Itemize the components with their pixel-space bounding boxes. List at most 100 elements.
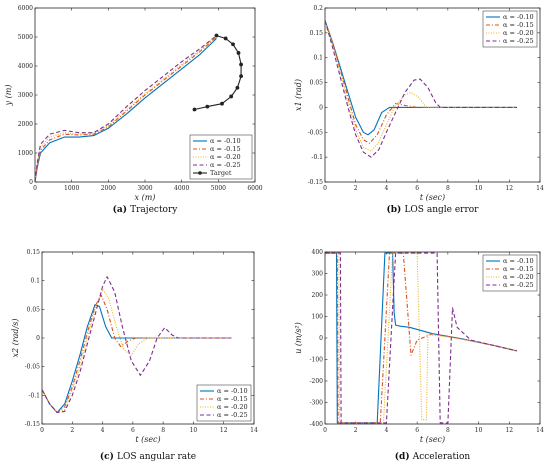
y-tick-label-a: 4000 bbox=[18, 63, 33, 70]
target-marker-a bbox=[223, 36, 228, 41]
legend-label-a-4: Target bbox=[210, 169, 232, 177]
legend-c: α = -0.10α = -0.15α = -0.20α = -0.25 bbox=[196, 384, 252, 422]
x-tick-label-a: 1000 bbox=[64, 185, 79, 192]
plot-area-b bbox=[324, 7, 541, 183]
y-tick-label-b: 0.1 bbox=[313, 55, 323, 62]
y-tick-label-d: -200 bbox=[310, 378, 324, 385]
y-tick-label-a: 1000 bbox=[18, 150, 33, 157]
x-axis-label-c: t (sec) bbox=[135, 435, 160, 444]
caption-tag-a: (a) bbox=[113, 204, 130, 215]
series-line-c-1 bbox=[42, 294, 232, 414]
x-tick-label-b: 6 bbox=[415, 185, 419, 192]
x-tick-label-c: 2 bbox=[70, 427, 74, 434]
caption-text-d: Acceleration bbox=[412, 452, 471, 462]
y-tick-label-d: -400 bbox=[310, 421, 324, 428]
series-group-c bbox=[42, 276, 232, 414]
legend-label-a-2: α = -0.20 bbox=[210, 153, 241, 161]
y-tick-label-b: 0.2 bbox=[313, 5, 323, 12]
y-tick-label-c: 0.1 bbox=[30, 278, 40, 285]
series-line-a-3 bbox=[35, 35, 217, 182]
x-tick-label-b: 0 bbox=[323, 185, 327, 192]
x-tick-label-d: 14 bbox=[536, 427, 544, 434]
y-tick-label-d: 200 bbox=[312, 292, 324, 299]
y-tick-label-b: 0 bbox=[319, 104, 323, 111]
y-tick-label-d: -100 bbox=[310, 357, 324, 364]
y-tick-label-a: 3000 bbox=[18, 92, 33, 99]
target-marker-a bbox=[229, 94, 234, 99]
x-tick-label-b: 14 bbox=[536, 185, 544, 192]
y-tick-label-c: 0.05 bbox=[27, 306, 41, 313]
x-tick-label-b: 4 bbox=[385, 185, 389, 192]
x-tick-label-a: 3000 bbox=[137, 185, 152, 192]
series-line-b-3 bbox=[325, 20, 517, 158]
y-tick-label-c: -0.15 bbox=[25, 421, 41, 428]
panel-b: 0 2 4 6 8 10 12 14 -0.15 -0.1 -0.05 0 0.05 0.1 0.15 0.2… bbox=[294, 5, 544, 215]
series-group-d bbox=[325, 252, 518, 424]
legend-label-a-3: α = -0.25 bbox=[210, 161, 241, 169]
y-tick-label-d: -300 bbox=[310, 400, 324, 407]
series-line-c-3 bbox=[42, 276, 232, 414]
target-marker-a bbox=[214, 33, 219, 38]
legend-label-b-2: α = -0.20 bbox=[503, 29, 534, 37]
series-group-a bbox=[35, 33, 243, 182]
legend-d: α = -0.10α = -0.15α = -0.20α = -0.25 bbox=[482, 254, 538, 292]
panel-a: 0 1000 2000 3000 4000 5000 6000 0 1000 2000 3000 40… bbox=[4, 5, 263, 215]
caption-tag-d: (d) bbox=[395, 451, 413, 462]
caption-text-a: Trajectory bbox=[130, 205, 178, 215]
x-tick-label-d: 6 bbox=[415, 427, 419, 434]
y-tick-label-d: 100 bbox=[312, 314, 324, 321]
x-tick-label-c: 10 bbox=[190, 427, 198, 434]
legend-label-d-1: α = -0.15 bbox=[503, 265, 534, 273]
target-marker-a bbox=[239, 74, 243, 79]
y-tick-label-b: -0.05 bbox=[308, 129, 324, 136]
target-marker-a bbox=[205, 104, 210, 109]
legend-label-a-0: α = -0.10 bbox=[210, 137, 241, 145]
x-tick-label-d: 0 bbox=[323, 427, 327, 434]
x-tick-label-d: 8 bbox=[446, 427, 450, 434]
legend-marker-a bbox=[198, 171, 202, 175]
y-tick-label-b: 0.05 bbox=[310, 80, 324, 87]
y-tick-label-b: -0.15 bbox=[308, 179, 324, 186]
target-marker-a bbox=[239, 62, 243, 67]
series-line-b-1 bbox=[325, 20, 517, 144]
y-tick-label-c: -0.1 bbox=[28, 392, 40, 399]
caption-text-c: LOS angular rate bbox=[117, 452, 196, 462]
x-axis-label-a: x (m) bbox=[135, 193, 156, 202]
caption-c: (c) LOS angular rate bbox=[100, 451, 196, 462]
caption-tag-b: (b) bbox=[387, 204, 405, 215]
target-marker-a bbox=[231, 42, 235, 47]
series-line-d-3 bbox=[325, 252, 518, 424]
series-line-a-0 bbox=[35, 38, 217, 182]
x-tick-label-c: 4 bbox=[101, 427, 105, 434]
y-axis-label-b: x1 (rad) bbox=[294, 79, 303, 111]
x-tick-label-b: 12 bbox=[505, 185, 513, 192]
legend-label-b-0: α = -0.10 bbox=[503, 13, 534, 21]
y-tick-label-a: 2000 bbox=[18, 121, 33, 128]
x-tick-label-b: 8 bbox=[446, 185, 450, 192]
panel-d: 0 2 4 6 8 10 12 14 -400 -300 -200 -100 0 100 200 300 400… bbox=[294, 249, 544, 462]
legend-label-c-0: α = -0.10 bbox=[217, 387, 248, 395]
legend-label-d-0: α = -0.10 bbox=[503, 257, 534, 265]
y-tick-label-c: 0.15 bbox=[27, 249, 41, 256]
series-line-a-1 bbox=[35, 36, 217, 182]
series-line-c-2 bbox=[42, 288, 232, 414]
y-tick-label-d: 400 bbox=[312, 249, 324, 256]
x-tick-label-d: 10 bbox=[475, 427, 483, 434]
target-marker-a bbox=[236, 51, 241, 55]
x-tick-label-c: 14 bbox=[250, 427, 258, 434]
series-line-a-4 bbox=[194, 35, 242, 111]
y-tick-label-c: -0.05 bbox=[25, 364, 41, 371]
legend-label-b-1: α = -0.15 bbox=[503, 21, 534, 29]
target-marker-a bbox=[220, 101, 224, 106]
x-tick-label-a: 2000 bbox=[101, 185, 116, 192]
series-line-d-2 bbox=[325, 252, 518, 424]
x-axis-label-b: t (sec) bbox=[420, 193, 445, 202]
x-tick-label-c: 0 bbox=[40, 427, 44, 434]
caption-a: (a) Trajectory bbox=[113, 204, 179, 215]
x-tick-label-a: 4000 bbox=[174, 185, 189, 192]
target-marker-a bbox=[192, 107, 197, 112]
y-axis-label-d: u (m/s²) bbox=[294, 322, 303, 354]
caption-text-b: LOS angle error bbox=[404, 205, 479, 215]
series-group-b bbox=[325, 20, 517, 158]
